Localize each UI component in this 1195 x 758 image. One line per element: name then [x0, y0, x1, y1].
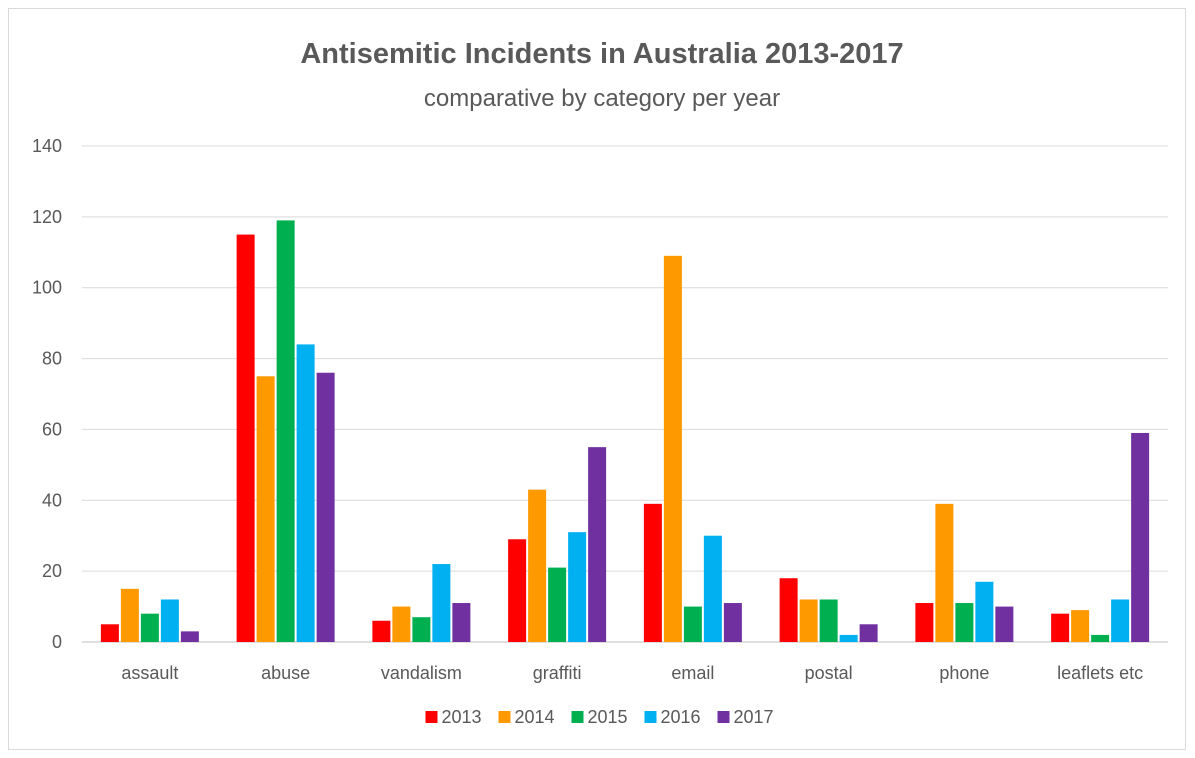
bar-2014-assault	[120, 588, 139, 642]
bar-2017-abuse	[316, 372, 335, 642]
y-tick-label: 20	[42, 561, 62, 581]
bar-2015-assault	[140, 613, 159, 642]
x-tick-label: phone	[939, 663, 989, 683]
y-tick-label: 100	[32, 278, 62, 298]
bar-2015-vandalism	[412, 617, 431, 642]
bars	[100, 220, 1150, 643]
legend-label: 2013	[442, 707, 482, 727]
bar-2013-email	[643, 503, 662, 642]
legend-swatch-2016	[644, 711, 657, 723]
bar-2016-graffiti	[568, 532, 587, 642]
bar-2013-phone	[915, 603, 934, 642]
bar-2015-email	[683, 606, 702, 642]
legend-label: 2016	[661, 707, 701, 727]
bar-2014-graffiti	[528, 489, 547, 642]
legend-label: 2014	[515, 707, 555, 727]
bar-2017-vandalism	[452, 603, 471, 642]
y-axis-ticks: 0 20 40 60 80 100 120 140	[32, 136, 62, 652]
chart-title: Antisemitic Incidents in Australia 2013-…	[300, 38, 903, 70]
x-tick-label: email	[671, 663, 714, 683]
legend: 2013 2014 2015 2016 2017	[425, 707, 774, 727]
y-tick-label: 120	[32, 207, 62, 227]
y-tick-label: 140	[32, 136, 62, 156]
bar-2017-leaflets-etc	[1131, 432, 1150, 642]
bar-2017-phone	[995, 606, 1014, 642]
bar-2014-vandalism	[392, 606, 411, 642]
y-tick-label: 60	[42, 419, 62, 439]
x-tick-label: abuse	[261, 663, 310, 683]
bar-2016-email	[703, 535, 722, 642]
x-tick-label: assault	[121, 663, 178, 683]
y-tick-label: 80	[42, 349, 62, 369]
bar-2017-graffiti	[588, 447, 607, 642]
bar-2014-email	[663, 255, 682, 643]
bar-2016-vandalism	[432, 564, 451, 642]
y-tick-label: 0	[52, 632, 62, 652]
legend-swatch-2015	[571, 711, 584, 723]
x-tick-label: postal	[805, 663, 853, 683]
legend-swatch-2017	[717, 711, 730, 723]
bar-2013-abuse	[236, 234, 255, 643]
bar-2017-email	[723, 603, 742, 642]
bar-2016-abuse	[296, 344, 315, 642]
legend-label: 2015	[588, 707, 628, 727]
chart-subtitle: comparative by category per year	[424, 85, 780, 112]
bar-2016-postal	[839, 634, 858, 642]
bar-2016-assault	[160, 599, 179, 642]
bar-2013-leaflets-etc	[1051, 613, 1070, 642]
bar-2014-postal	[799, 599, 818, 642]
x-axis-ticks: assault abuse vandalism graffiti email postal…	[121, 663, 1143, 683]
x-tick-label: graffiti	[533, 663, 582, 683]
bar-2016-leaflets-etc	[1111, 599, 1130, 642]
bar-2015-abuse	[276, 220, 295, 642]
bar-2013-postal	[779, 578, 798, 642]
bar-2013-vandalism	[372, 620, 391, 642]
bar-2013-assault	[100, 624, 119, 642]
bar-2017-postal	[859, 624, 878, 642]
bar-2014-leaflets-etc	[1071, 610, 1090, 642]
bar-2014-abuse	[256, 376, 275, 642]
legend-swatch-2014	[498, 711, 511, 723]
bar-2016-phone	[975, 581, 994, 642]
y-tick-label: 40	[42, 490, 62, 510]
x-tick-label: vandalism	[381, 663, 462, 683]
bar-2013-graffiti	[508, 539, 527, 642]
bar-2015-leaflets-etc	[1091, 634, 1110, 642]
x-tick-label: leaflets etc	[1057, 663, 1143, 683]
bar-2015-graffiti	[548, 567, 567, 642]
legend-swatch-2013	[425, 711, 438, 723]
bar-2015-phone	[955, 603, 974, 642]
legend-label: 2017	[734, 707, 774, 727]
bar-2015-postal	[819, 599, 838, 642]
bar-2014-phone	[935, 503, 954, 642]
bar-2017-assault	[180, 631, 199, 642]
